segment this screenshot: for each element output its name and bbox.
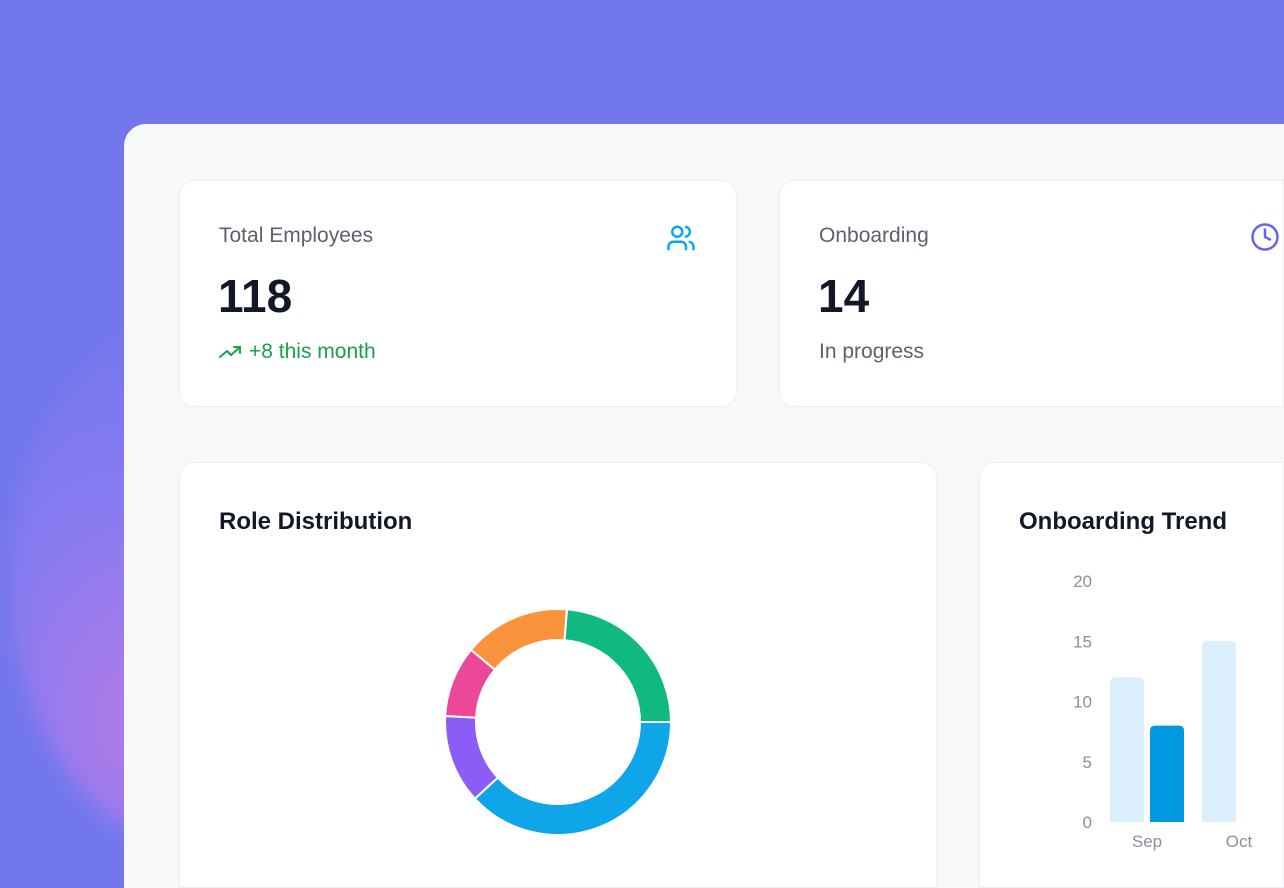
donut-slice[interactable] <box>444 714 500 801</box>
stat-card-onboarding: Onboarding 14 In progress <box>779 180 1284 407</box>
y-tick-label: 0 <box>1083 813 1092 832</box>
donut-slice[interactable] <box>563 608 673 723</box>
clock-icon <box>1251 223 1279 251</box>
trending-up-icon <box>219 346 241 358</box>
y-tick-label: 10 <box>1073 693 1092 712</box>
stat-sub-text: +8 this month <box>249 340 376 363</box>
users-icon <box>667 225 695 251</box>
card-title: Onboarding Trend <box>1019 508 1227 535</box>
x-tick-label: Sep <box>1132 832 1162 851</box>
stat-trend: +8 this month <box>219 340 376 364</box>
donut-slice[interactable] <box>469 608 569 672</box>
donut-slice[interactable] <box>473 721 673 836</box>
stat-card-total-employees: Total Employees 118 +8 this month <box>179 180 737 407</box>
bar-chart: 0 5 10 15 20 Sep Oct <box>1073 572 1253 851</box>
y-tick-label: 20 <box>1073 572 1092 591</box>
role-distribution-card: Role Distribution <box>179 462 937 888</box>
bar[interactable] <box>1202 641 1236 822</box>
stat-value: 118 <box>218 270 293 322</box>
onboarding-trend-card: Onboarding Trend 0 5 10 15 20 Sep Oct <box>979 462 1284 888</box>
stat-label: Onboarding <box>819 224 929 247</box>
dashboard-panel: Total Employees 118 +8 this month Onboar… <box>124 124 1284 888</box>
bar[interactable] <box>1150 725 1184 822</box>
stat-sub-text: In progress <box>819 340 925 363</box>
bar[interactable] <box>1110 677 1144 822</box>
y-tick-label: 15 <box>1073 632 1092 651</box>
donut-chart <box>444 608 673 836</box>
y-tick-label: 5 <box>1083 753 1092 772</box>
stat-label: Total Employees <box>219 224 374 247</box>
card-title: Role Distribution <box>219 508 413 535</box>
x-tick-label: Oct <box>1226 832 1253 851</box>
stat-value: 14 <box>818 270 870 322</box>
